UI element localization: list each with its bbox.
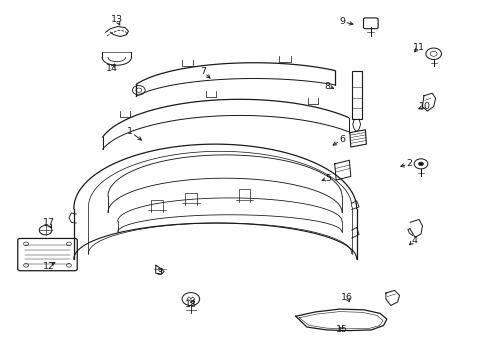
Text: 10: 10	[418, 102, 430, 111]
Text: 17: 17	[42, 218, 54, 227]
Text: 7: 7	[200, 67, 205, 76]
Text: 16: 16	[340, 293, 352, 302]
Text: 15: 15	[335, 325, 347, 334]
Text: 11: 11	[412, 43, 424, 52]
Text: 12: 12	[42, 262, 54, 271]
Text: 9: 9	[338, 17, 345, 26]
Text: 5: 5	[325, 174, 331, 183]
Text: 14: 14	[106, 64, 118, 73]
Text: 18: 18	[184, 300, 197, 309]
Text: 2: 2	[406, 159, 411, 168]
Text: 1: 1	[127, 127, 133, 136]
Text: 4: 4	[410, 236, 416, 245]
Text: 3: 3	[156, 268, 162, 277]
Text: 6: 6	[338, 135, 345, 144]
Text: 8: 8	[324, 82, 330, 91]
Circle shape	[418, 162, 423, 166]
Text: 13: 13	[110, 15, 122, 24]
